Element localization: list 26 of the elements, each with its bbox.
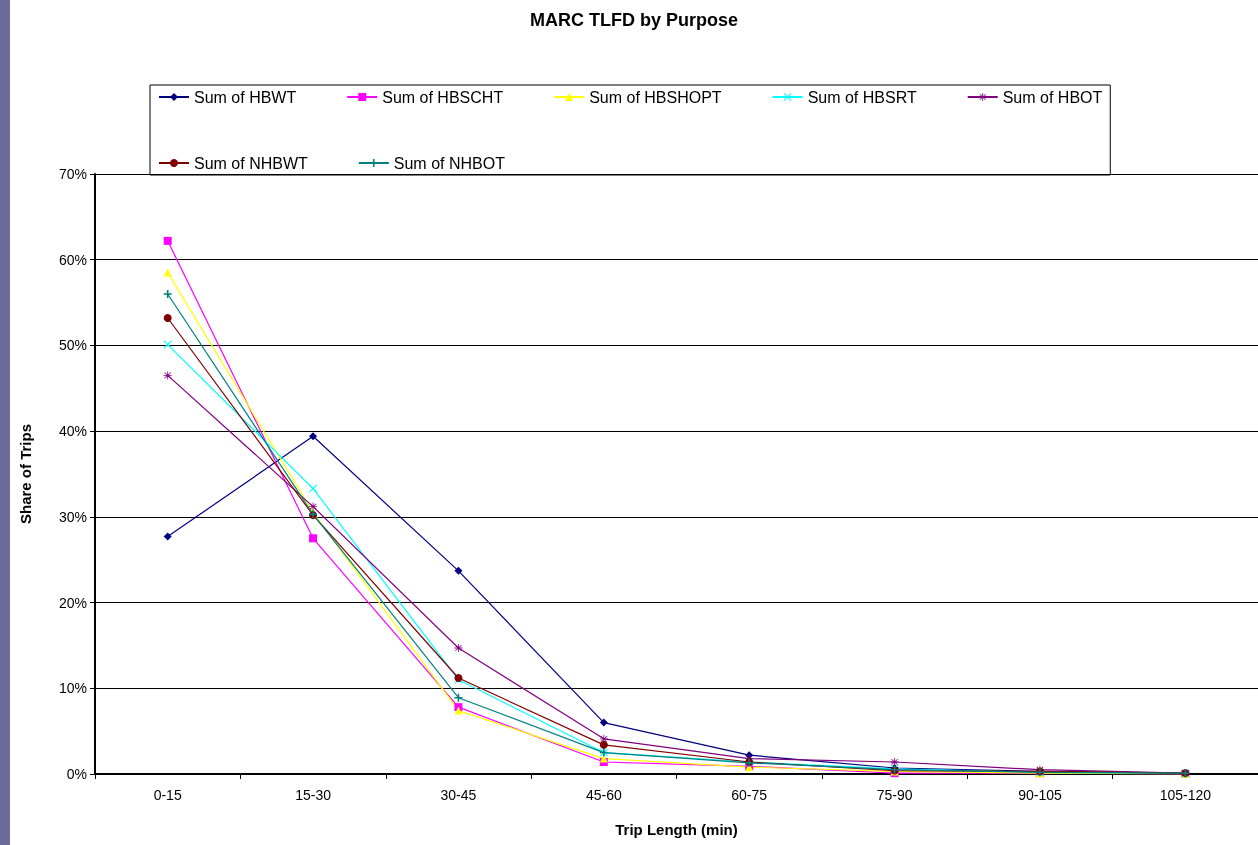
x-tick-label: 90-105 xyxy=(1018,787,1062,803)
legend-label: Sum of NHBOT xyxy=(393,154,506,172)
y-tick-label: 50% xyxy=(58,337,87,354)
y-tick-label: 30% xyxy=(58,508,87,525)
x-tick-label: 15-30 xyxy=(295,787,332,803)
x-tick-label: 0-15 xyxy=(153,787,182,803)
x-tick-label: 105-120 xyxy=(1159,787,1212,803)
x-tick-label: 45-60 xyxy=(585,787,622,803)
y-tick-label: 20% xyxy=(58,594,87,611)
legend-label: Sum of HBOT xyxy=(1002,88,1103,106)
x-tick-label: 60-75 xyxy=(731,787,768,803)
legend-label: Sum of HBSHOPT xyxy=(589,88,722,106)
legend-label: Sum of HBWT xyxy=(194,88,297,106)
x-tick-label: 30-45 xyxy=(440,787,477,803)
y-tick-label: 0% xyxy=(66,766,87,782)
y-tick-label: 10% xyxy=(58,680,87,697)
legend-label: Sum of HBSRT xyxy=(807,88,917,106)
legend-label: Sum of HBSCHT xyxy=(382,88,504,106)
x-axis-title: Trip Length (min) xyxy=(615,821,738,838)
y-axis-title: Share of Trips xyxy=(17,423,34,525)
x-tick-label: 75-90 xyxy=(876,787,913,803)
y-tick-label: 40% xyxy=(58,423,87,440)
y-tick-label: 70% xyxy=(58,166,87,182)
y-tick-label: 60% xyxy=(58,251,87,268)
legend-label: Sum of NHBWT xyxy=(194,154,309,172)
chart-title: MARC TLFD by Purpose xyxy=(529,10,739,30)
